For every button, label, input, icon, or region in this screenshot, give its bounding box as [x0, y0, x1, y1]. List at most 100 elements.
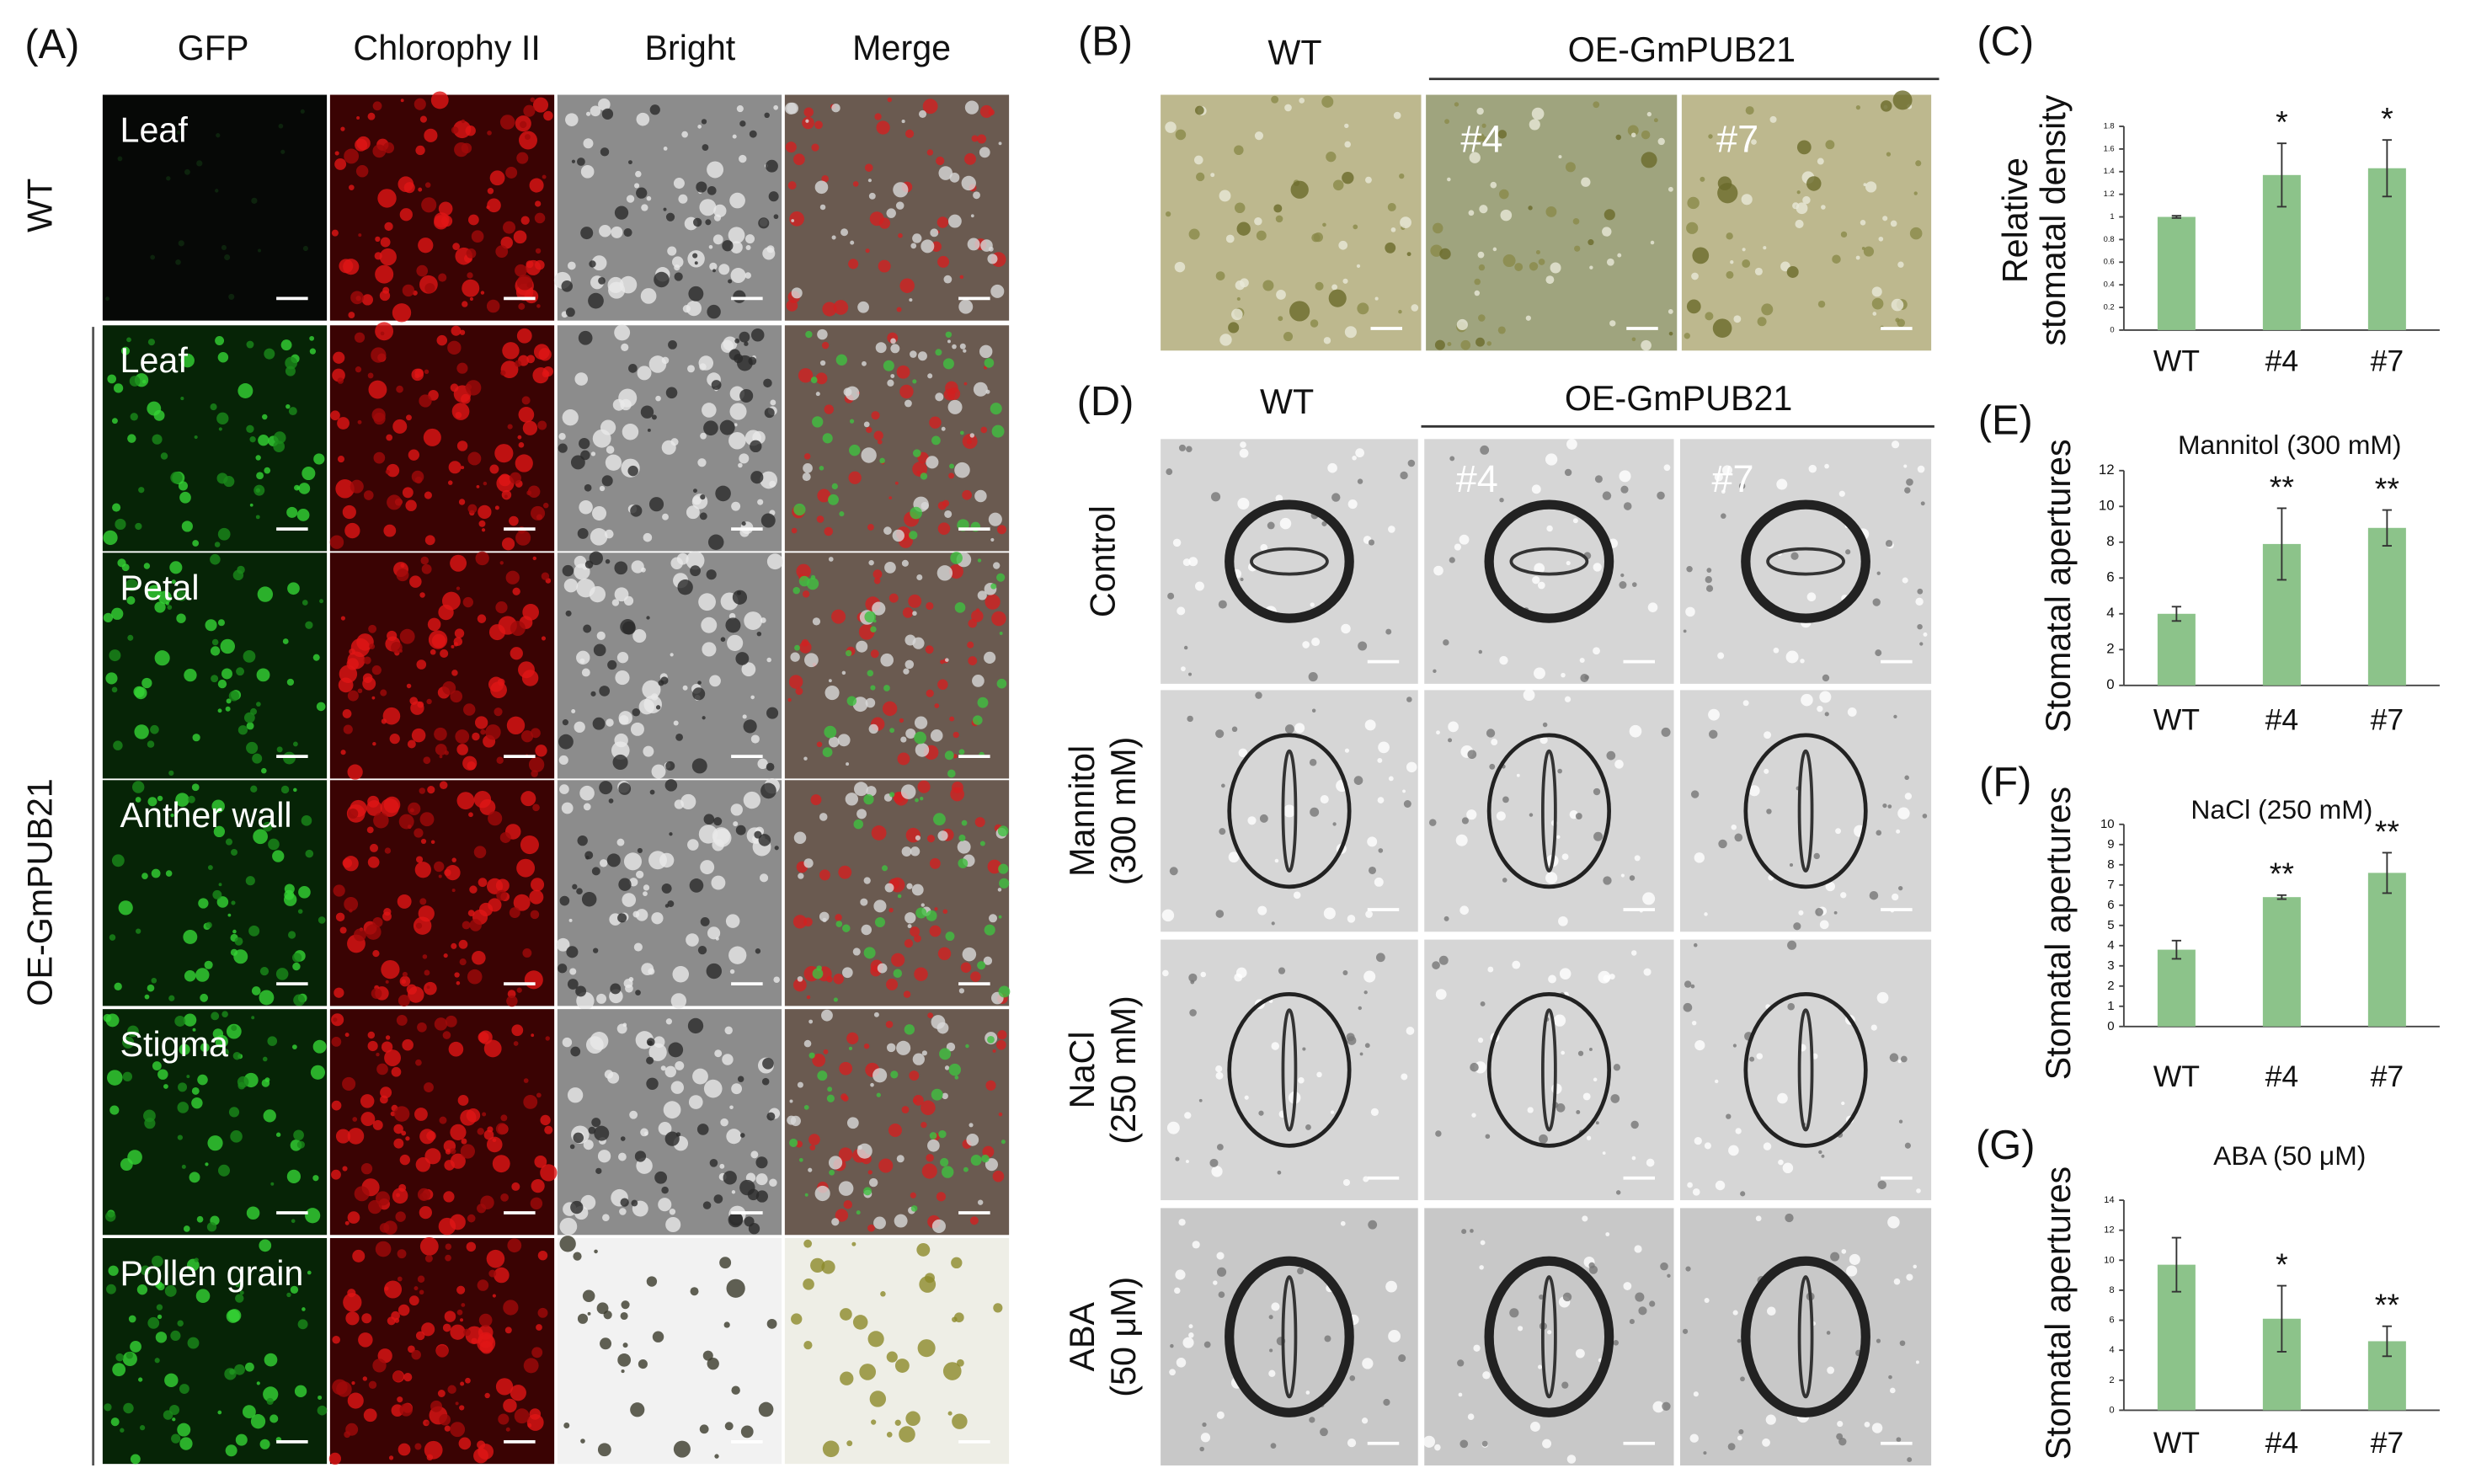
texture	[147, 339, 156, 346]
texture	[706, 569, 717, 580]
texture	[543, 110, 553, 121]
texture	[505, 166, 518, 179]
texture	[1588, 1048, 1593, 1051]
texture	[179, 1384, 189, 1394]
texture	[280, 149, 285, 154]
texture	[1686, 299, 1701, 314]
texture	[147, 401, 162, 416]
texture	[724, 1026, 733, 1035]
texture	[520, 791, 536, 807]
texture	[217, 1410, 222, 1415]
texture	[353, 928, 366, 942]
texture	[559, 1217, 578, 1236]
texture	[1700, 176, 1705, 182]
texture	[523, 1078, 529, 1083]
texture	[340, 126, 345, 131]
texture	[731, 501, 741, 511]
texture	[1595, 1121, 1599, 1125]
texture	[535, 745, 547, 757]
texture	[366, 826, 374, 834]
texture	[623, 979, 633, 988]
texture	[890, 374, 895, 378]
texture	[730, 803, 743, 816]
texture	[616, 652, 629, 664]
texture	[886, 1043, 896, 1053]
x-tick-label: #7	[2371, 344, 2404, 378]
texture	[181, 520, 193, 532]
texture	[1459, 534, 1470, 545]
micrograph	[102, 1238, 328, 1465]
texture	[1188, 672, 1193, 676]
texture	[590, 105, 601, 117]
texture	[1837, 1421, 1844, 1428]
bar	[2157, 949, 2196, 1027]
texture	[1703, 1451, 1707, 1455]
y-tick-label: 1.8	[2104, 122, 2115, 131]
texture	[760, 513, 776, 528]
texture	[1231, 308, 1243, 321]
texture	[658, 1198, 672, 1212]
texture	[580, 1439, 585, 1444]
texture	[462, 301, 468, 307]
texture	[999, 632, 1003, 635]
texture	[298, 483, 311, 494]
micrograph	[329, 780, 555, 1006]
texture	[1763, 246, 1767, 250]
texture	[719, 419, 735, 435]
texture	[1542, 1439, 1552, 1449]
texture	[453, 637, 463, 646]
texture	[451, 325, 462, 336]
texture	[808, 1052, 815, 1059]
texture	[198, 898, 209, 909]
texture	[358, 233, 362, 238]
texture	[892, 529, 904, 542]
texture	[803, 1039, 812, 1048]
texture	[402, 1038, 414, 1051]
texture	[1368, 866, 1377, 874]
texture	[445, 1254, 451, 1262]
texture	[769, 480, 776, 488]
texture	[897, 894, 902, 899]
texture	[925, 1273, 935, 1284]
texture	[632, 628, 647, 643]
texture	[682, 305, 691, 313]
texture	[371, 665, 382, 675]
texture	[293, 787, 297, 793]
texture	[524, 970, 543, 990]
texture	[1790, 552, 1799, 560]
texture	[1712, 318, 1732, 339]
texture	[1478, 314, 1486, 322]
x-tick-label: #7	[2371, 1060, 2404, 1093]
texture	[1294, 723, 1305, 734]
texture	[1403, 800, 1411, 808]
texture	[178, 1082, 188, 1092]
texture	[284, 883, 295, 894]
texture	[1178, 1219, 1186, 1226]
texture	[1388, 776, 1394, 782]
texture	[896, 307, 902, 312]
texture	[1193, 155, 1203, 165]
texture	[450, 690, 463, 703]
texture	[1448, 721, 1459, 733]
texture	[333, 351, 345, 364]
texture	[415, 145, 425, 156]
texture	[610, 983, 622, 995]
texture	[1822, 674, 1830, 682]
texture	[1323, 907, 1336, 920]
texture	[974, 489, 987, 503]
texture	[1365, 910, 1373, 918]
texture	[566, 946, 579, 958]
texture	[286, 1169, 301, 1183]
texture	[120, 346, 131, 355]
texture	[506, 716, 526, 735]
texture	[542, 366, 553, 377]
texture	[481, 528, 486, 532]
texture	[646, 1077, 659, 1090]
texture	[1761, 303, 1774, 316]
texture	[424, 981, 437, 996]
texture	[1341, 623, 1351, 634]
texture	[618, 388, 638, 408]
texture	[1889, 1053, 1899, 1062]
texture	[868, 192, 876, 200]
texture	[397, 1249, 407, 1259]
